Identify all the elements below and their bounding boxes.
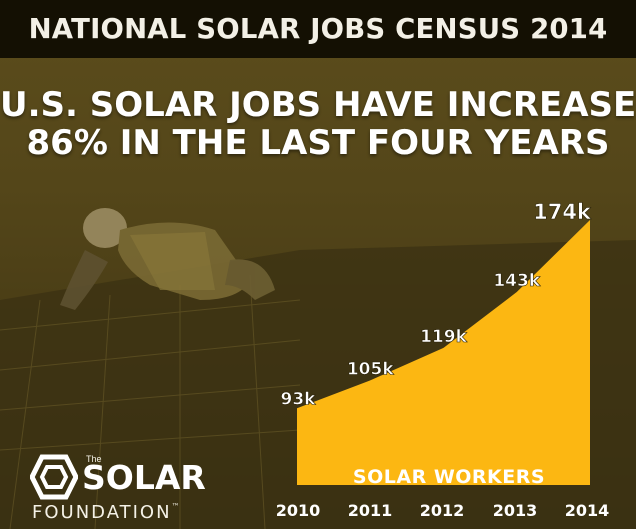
data-label-2014: 174k <box>533 200 592 224</box>
data-label-2012: 119k <box>420 327 467 347</box>
x-tick-2014: 2014 <box>565 501 610 520</box>
headline-line-2: 86% IN THE LAST FOUR YEARS <box>26 123 610 163</box>
x-tick-2010: 2010 <box>276 501 321 520</box>
data-label-2010: 93k <box>281 389 317 409</box>
logo-the: The <box>86 454 102 464</box>
logo-name: SOLAR <box>82 458 206 497</box>
series-label: SOLAR WORKERS <box>353 466 545 488</box>
series-area <box>297 220 590 485</box>
data-label-2013: 143k <box>493 271 540 291</box>
headline-line-1: U.S. SOLAR JOBS HAVE INCREASED <box>0 85 636 125</box>
data-label-2011: 105k <box>347 359 394 379</box>
logo-subtitle: FOUNDATION™ <box>32 502 180 523</box>
headline: U.S. SOLAR JOBS HAVE INCREASED 86% IN TH… <box>0 86 636 162</box>
x-tick-2013: 2013 <box>493 501 538 520</box>
x-tick-2012: 2012 <box>420 501 465 520</box>
banner-title: NATIONAL SOLAR JOBS CENSUS 2014 <box>28 13 608 45</box>
header-banner: NATIONAL SOLAR JOBS CENSUS 2014 <box>0 0 636 58</box>
x-tick-2011: 2011 <box>348 501 393 520</box>
hexagon-logo-icon <box>30 454 78 500</box>
solar-foundation-logo: The SOLAR FOUNDATION™ <box>30 452 230 523</box>
